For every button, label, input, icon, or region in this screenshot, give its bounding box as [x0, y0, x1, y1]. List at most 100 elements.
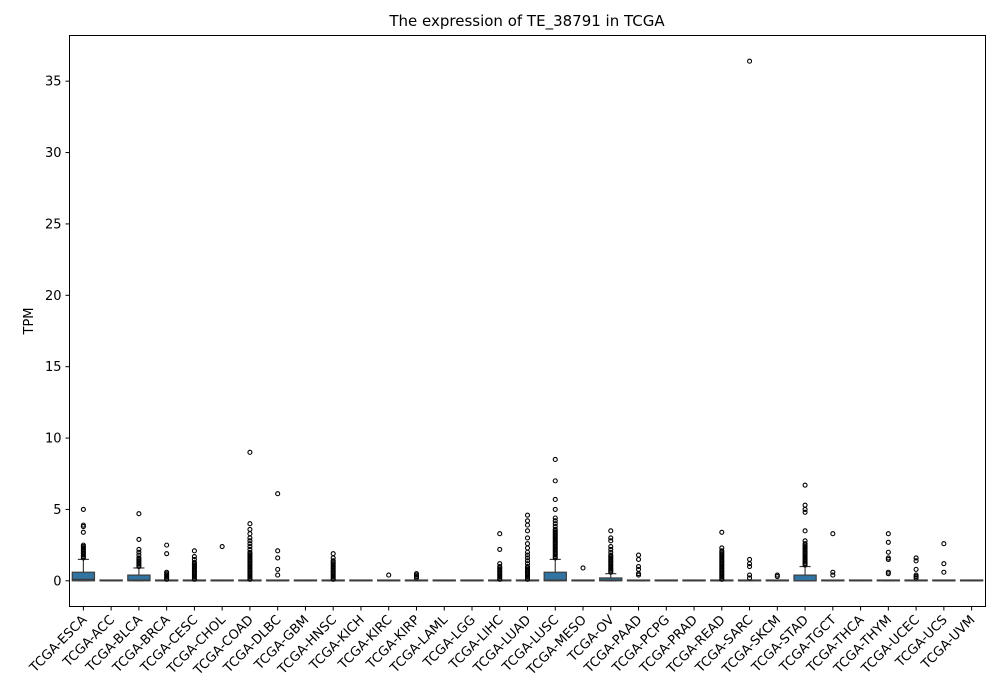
outlier-point	[719, 548, 725, 554]
outlier-point	[608, 543, 614, 550]
outlier-point	[191, 559, 197, 565]
outlier-point	[275, 548, 281, 554]
outlier-point	[747, 563, 753, 570]
outlier-point	[524, 552, 531, 558]
y-tick-label: 15	[45, 360, 62, 375]
outlier-point	[608, 549, 614, 555]
outlier-point	[275, 555, 281, 561]
outlier-point	[885, 549, 891, 555]
outlier-point	[608, 528, 614, 534]
outlier-point	[524, 545, 531, 551]
outlier-point	[136, 546, 142, 552]
outlier-point	[164, 542, 170, 548]
plot-frame	[69, 35, 986, 607]
outlier-point	[497, 546, 503, 552]
outlier-point	[552, 521, 558, 527]
y-tick-label: 0	[53, 574, 61, 589]
chart-title: The expression of TE_38791 in TCGA	[388, 12, 665, 31]
outlier-point	[552, 526, 558, 532]
outlier-point	[552, 518, 558, 524]
box-iqr	[543, 571, 567, 582]
outlier-point	[524, 541, 531, 547]
outlier-point	[247, 546, 253, 552]
outlier-point	[608, 546, 614, 552]
outlier-point	[136, 511, 142, 517]
outlier-point	[497, 561, 503, 567]
outlier-point	[191, 556, 197, 562]
outlier-point	[747, 58, 753, 64]
outlier-point	[941, 541, 947, 547]
outlier-point	[635, 556, 642, 562]
outlier-point	[885, 569, 891, 575]
outlier-point	[885, 531, 891, 537]
outlier-point	[913, 572, 919, 578]
outlier-point	[386, 572, 392, 578]
box-iqr	[793, 574, 817, 582]
outlier-point	[552, 524, 558, 530]
outlier-point	[802, 509, 808, 515]
outlier-point	[80, 529, 86, 535]
outlier-point	[136, 552, 142, 558]
outlier-point	[941, 561, 947, 567]
outlier-point	[747, 575, 753, 581]
outlier-point	[885, 555, 891, 561]
outlier-point	[136, 549, 142, 555]
outlier-point	[635, 566, 642, 572]
outlier-point	[524, 535, 531, 541]
outlier-point	[330, 558, 336, 564]
outlier-point	[913, 566, 919, 572]
outlier-point	[524, 518, 531, 524]
outlier-point	[552, 456, 558, 463]
outlier-point	[524, 563, 531, 570]
outlier-point	[164, 551, 170, 557]
outlier-point	[830, 572, 836, 578]
outlier-point	[913, 555, 919, 561]
outlier-point	[747, 556, 753, 562]
outlier-point	[580, 565, 586, 571]
outlier-point	[747, 572, 753, 578]
outlier-point	[136, 555, 142, 561]
outlier-point	[413, 571, 420, 577]
outlier-point	[552, 515, 558, 521]
y-tick-label: 30	[45, 146, 62, 161]
outlier-point	[830, 531, 836, 537]
outlier-point	[524, 558, 531, 564]
outlier-point	[719, 545, 725, 551]
outlier-point	[608, 552, 614, 558]
outlier-point	[635, 563, 642, 570]
y-axis-label: TPM	[22, 308, 37, 336]
outlier-point	[608, 538, 614, 544]
outlier-point	[275, 572, 281, 578]
outlier-point	[719, 529, 725, 535]
outlier-point	[608, 535, 614, 541]
outlier-point	[191, 553, 197, 560]
outlier-point	[524, 561, 531, 567]
outlier-point	[885, 539, 891, 545]
outlier-point	[802, 502, 808, 508]
box-iqr	[71, 571, 96, 582]
outlier-point	[247, 549, 253, 555]
outlier-point	[524, 555, 531, 561]
outlier-point	[247, 543, 253, 550]
outlier-point	[80, 522, 86, 528]
outlier-point	[802, 482, 808, 488]
outlier-point	[802, 541, 808, 547]
y-tick-label: 35	[45, 75, 62, 90]
outlier-point	[497, 563, 503, 570]
y-tick-label: 20	[45, 289, 62, 304]
y-tick-label: 5	[53, 503, 61, 518]
outlier-point	[191, 548, 197, 554]
plot-area: 05101520253035TCGA-ESCATCGA-ACCTCGA-BLCA…	[27, 58, 984, 679]
outlier-point	[80, 542, 86, 548]
outlier-point	[330, 551, 336, 557]
outlier-point	[913, 558, 919, 564]
outlier-point	[552, 506, 558, 512]
y-tick-label: 25	[45, 217, 62, 232]
outlier-point	[552, 496, 558, 502]
outlier-point	[80, 506, 86, 512]
outlier-point	[635, 552, 642, 558]
outlier-point	[247, 541, 253, 547]
outlier-point	[802, 528, 808, 534]
outlier-point	[524, 528, 531, 534]
